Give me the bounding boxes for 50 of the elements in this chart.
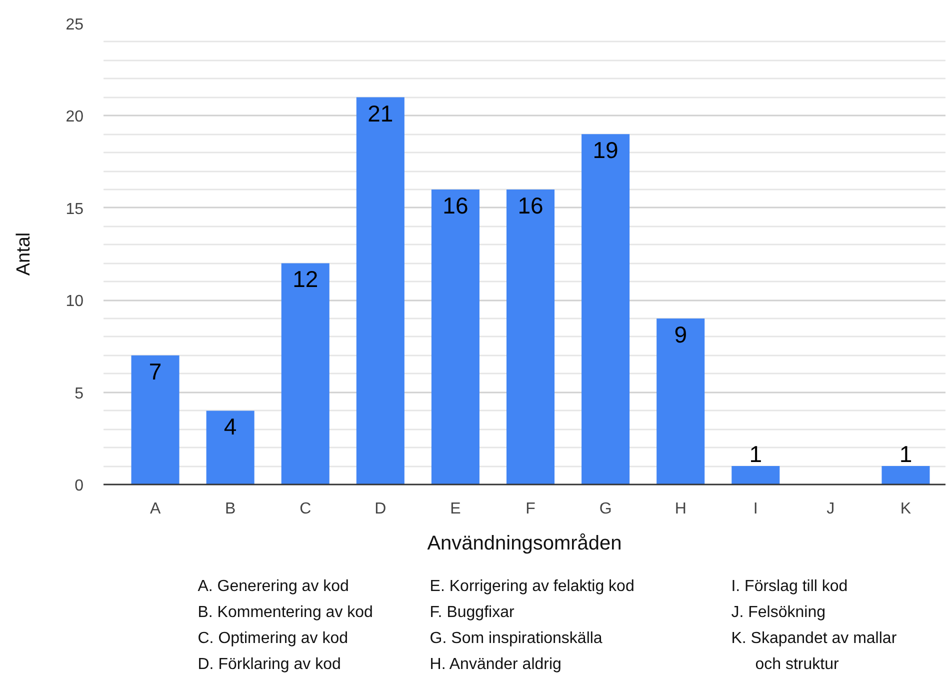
text: F. Buggfixar: [430, 604, 515, 621]
text: E. Korrigering av felaktig kod: [430, 578, 634, 595]
x-tick-label: F: [526, 500, 536, 518]
bar: [206, 410, 254, 484]
x-tick-label: I: [753, 500, 758, 518]
text: H. Använder aldrig: [430, 656, 562, 673]
data-label: 12: [292, 266, 318, 292]
x-tick-label: C: [300, 500, 312, 518]
bar: [582, 134, 630, 484]
x-tick-label: J: [826, 500, 835, 518]
text: J. Felsökning: [731, 604, 826, 621]
data-label: 1: [899, 441, 912, 468]
bar: [131, 355, 180, 484]
y-tick-label: 15: [66, 200, 84, 218]
y-tick-label: 25: [66, 16, 84, 34]
text: B. Kommentering av kod: [198, 604, 373, 621]
data-label: 9: [674, 322, 687, 348]
bar: [732, 466, 780, 484]
data-label: 21: [368, 100, 394, 126]
x-axis-title: Användningsområden: [427, 532, 622, 554]
y-tick-label: 5: [74, 385, 84, 402]
text: C. Optimering av kod: [198, 630, 348, 647]
x-tick-label: B: [224, 500, 236, 518]
bar: [356, 97, 404, 484]
text: A. Generering av kod: [198, 578, 349, 595]
bar: [882, 466, 930, 484]
x-tick-label: E: [450, 500, 461, 518]
data-label: 19: [592, 137, 618, 164]
text: D. Förklaring av kod: [198, 656, 341, 673]
bar: [281, 263, 330, 484]
bar: [656, 318, 705, 484]
x-tick-label: H: [674, 500, 686, 518]
data-label: 16: [442, 192, 468, 218]
x-tick-label: D: [374, 500, 386, 518]
y-tick-label: 20: [66, 108, 84, 126]
data-label: 7: [148, 358, 162, 384]
data-label: 4: [224, 414, 237, 440]
bar: [431, 189, 480, 484]
y-tick-label: 0: [74, 478, 84, 494]
y-tick-label: 10: [66, 293, 84, 310]
text: G. Som inspirationskälla: [430, 630, 602, 647]
y-axis-title: Antal: [14, 232, 35, 276]
bar: [506, 189, 555, 484]
data-label: 16: [518, 192, 544, 218]
x-tick-label: A: [150, 500, 161, 518]
text: K. Skapandet av mallar och struktur: [731, 630, 898, 673]
data-label: 1: [749, 441, 762, 468]
x-tick-label: K: [900, 500, 912, 518]
text: I. Förslag till kod: [731, 578, 848, 595]
x-tick-label: G: [599, 500, 612, 518]
